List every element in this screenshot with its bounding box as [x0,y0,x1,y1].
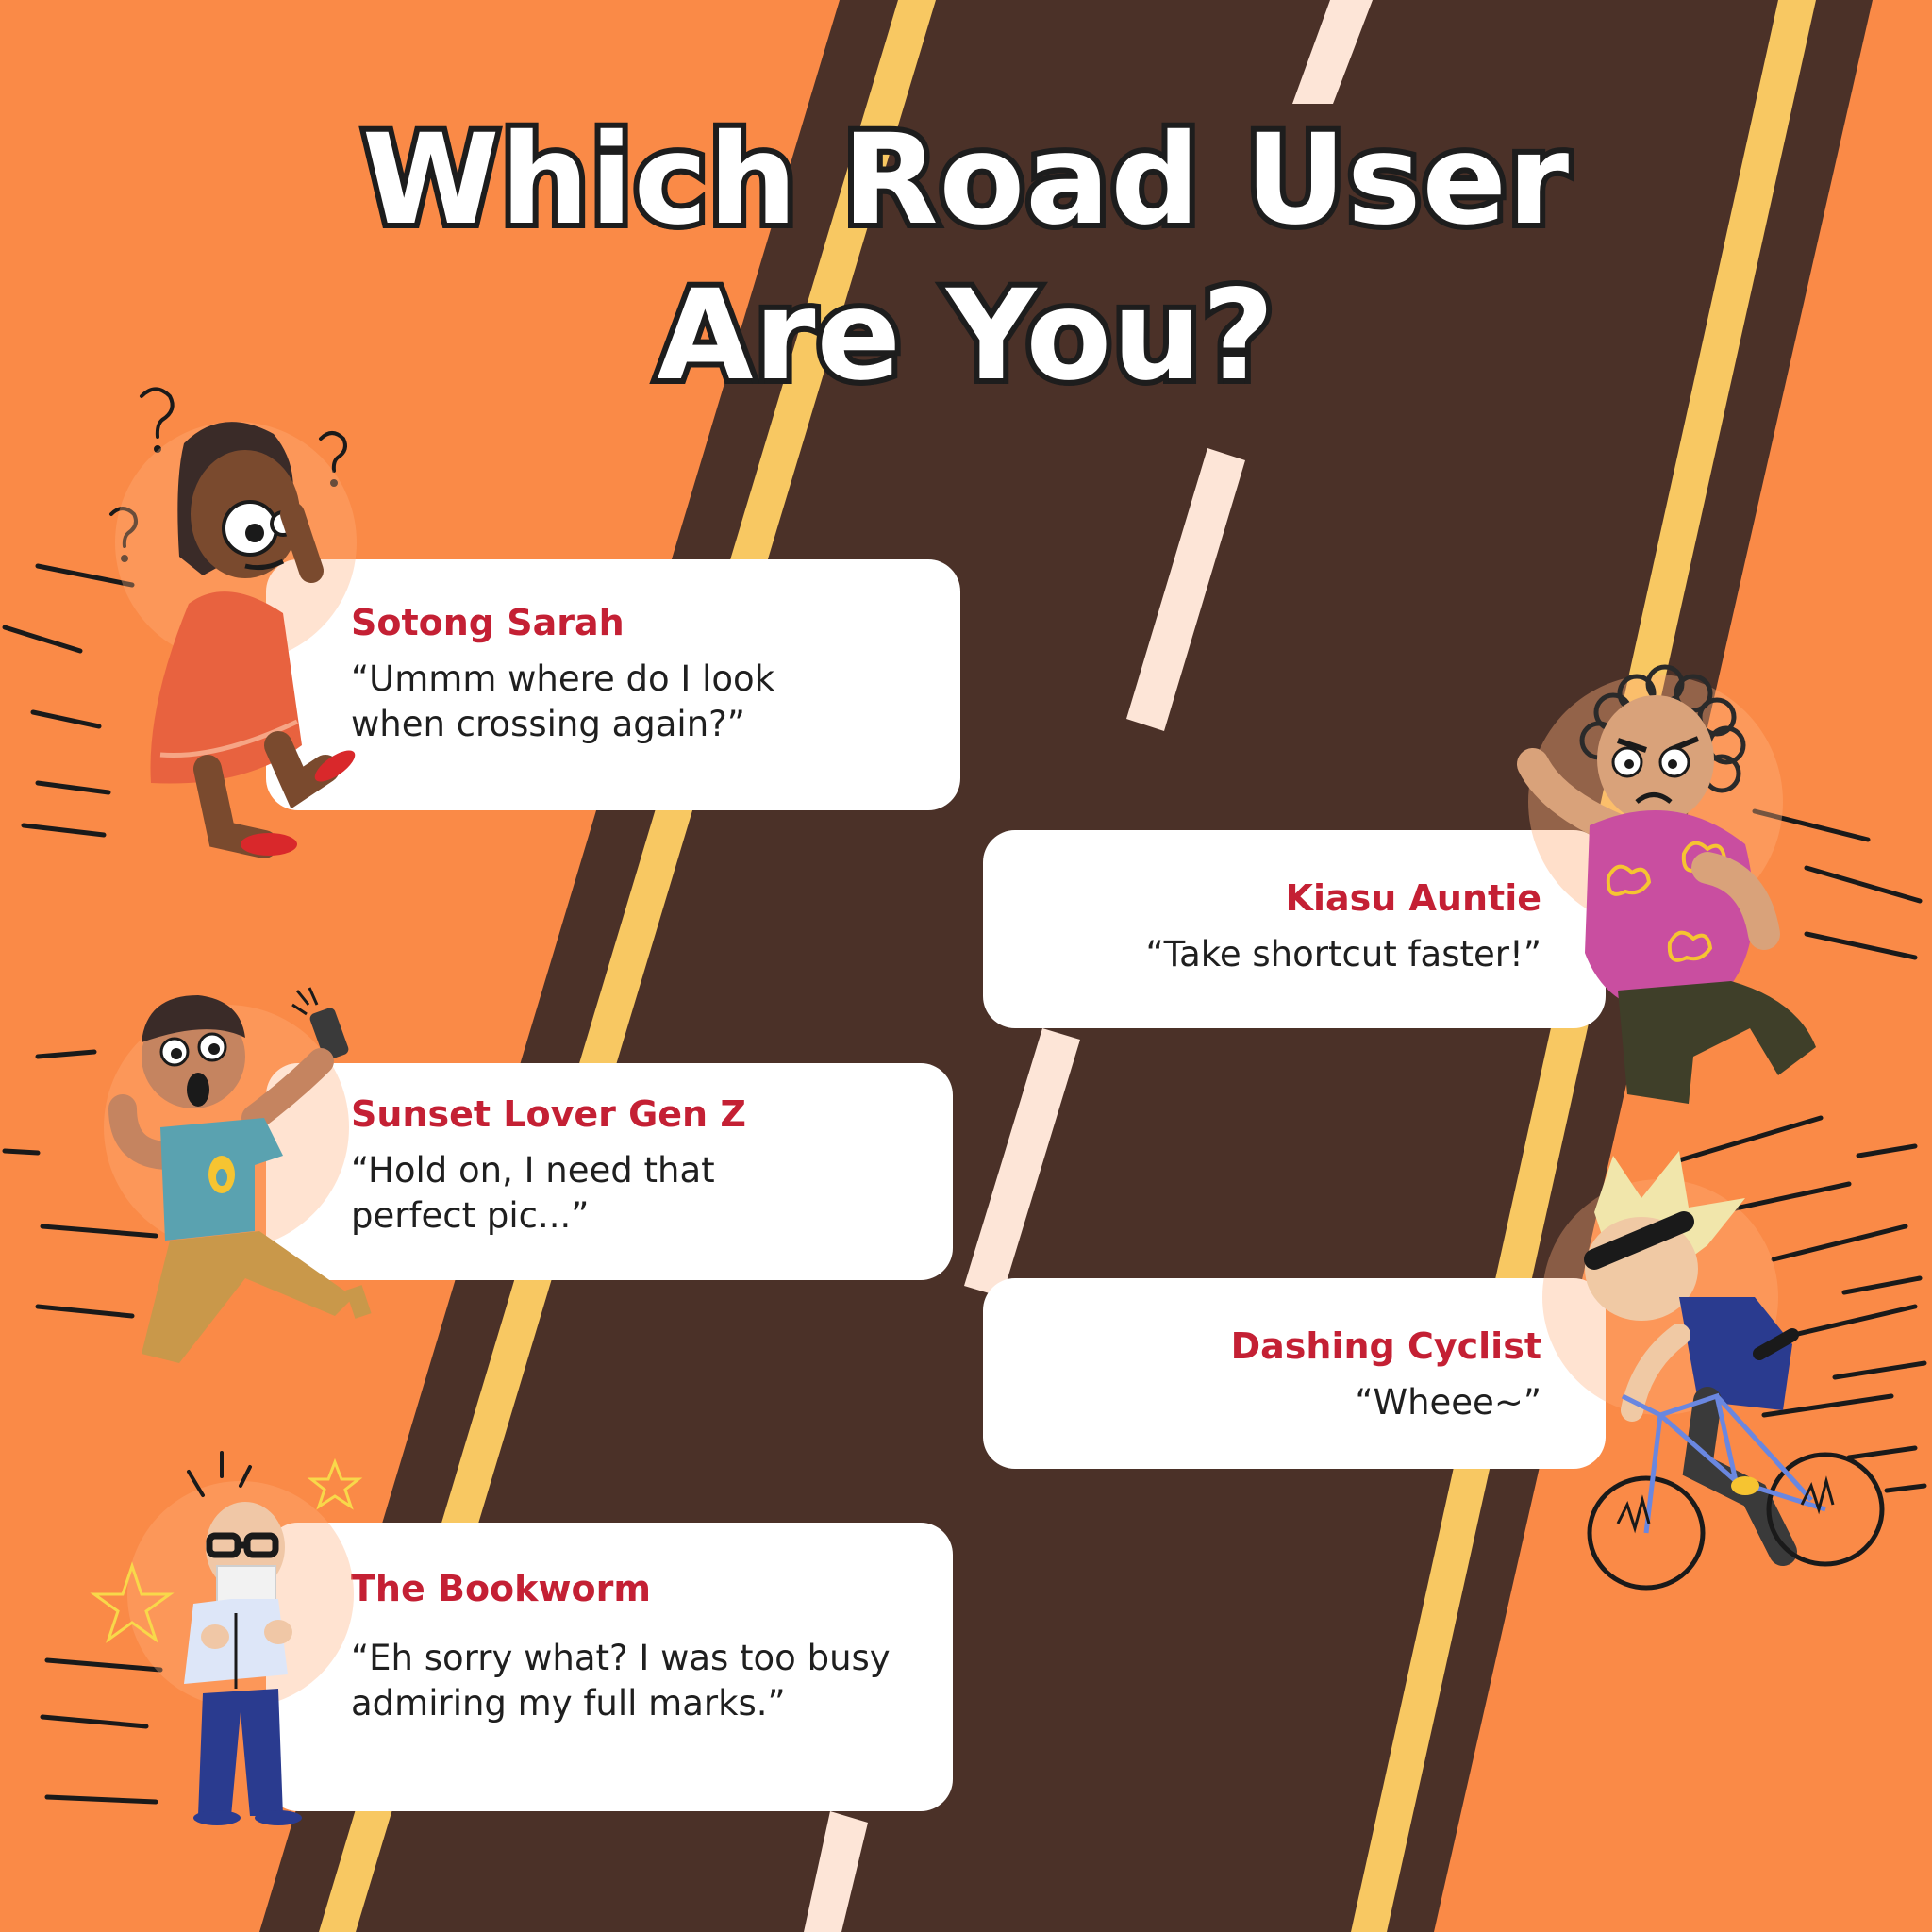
road-edge-left [319,0,936,1932]
character-name: Sunset Lover Gen Z [351,1093,746,1135]
character-quote: “Ummm where do I look when crossing agai… [351,658,775,744]
star-icon [90,1457,363,1643]
character-quote: “Wheee~” [1355,1381,1541,1423]
character-quote: “Eh sorry what? I was too busy admiring … [351,1637,891,1724]
character-quote: “Take shortcut faster!” [1145,933,1541,974]
card-the-bookworm: The Bookworm “Eh sorry what? I was too b… [266,1523,953,1811]
speed-lines-icon [2,563,135,838]
speed-lines-icon [1752,808,1923,960]
card-sunset-lover-gen-z: Sunset Lover Gen Z “Hold on, I need that… [266,1063,953,1280]
poster-title-line-1: Which Road User [357,108,1574,253]
speed-lines-icon [2,1049,158,1319]
kiasu-auntie-illustration [1495,651,1844,1123]
character-name: Dashing Cyclist [1230,1325,1541,1367]
glasses-icon [206,1532,279,1558]
poster-title-line-2: Are You? [651,263,1279,408]
card-sotong-sarah: Sotong Sarah “Ummm where do I look when … [266,559,960,810]
phone-icon [291,987,349,1060]
card-kiasu-auntie: Kiasu Auntie “Take shortcut faster!” [983,830,1606,1028]
sunset-lover-gen-z-illustration [104,986,415,1363]
speed-lines-icon [40,1657,163,1805]
character-name: Sotong Sarah [351,602,625,643]
character-quote: “Hold on, I need that perfect pic...” [351,1149,715,1236]
question-mark-icon [109,387,347,562]
lane-dashes [804,0,1373,1932]
card-dashing-cyclist: Dashing Cyclist “Wheee~” [983,1278,1606,1469]
character-name: The Bookworm [351,1568,651,1609]
character-name: Kiasu Auntie [1285,877,1542,919]
sotong-sarah-illustration [104,377,357,858]
dashing-cyclist-illustration [1538,1137,1906,1591]
bicycle-icon [1587,1392,1885,1591]
bookworm-illustration [90,1443,406,1840]
